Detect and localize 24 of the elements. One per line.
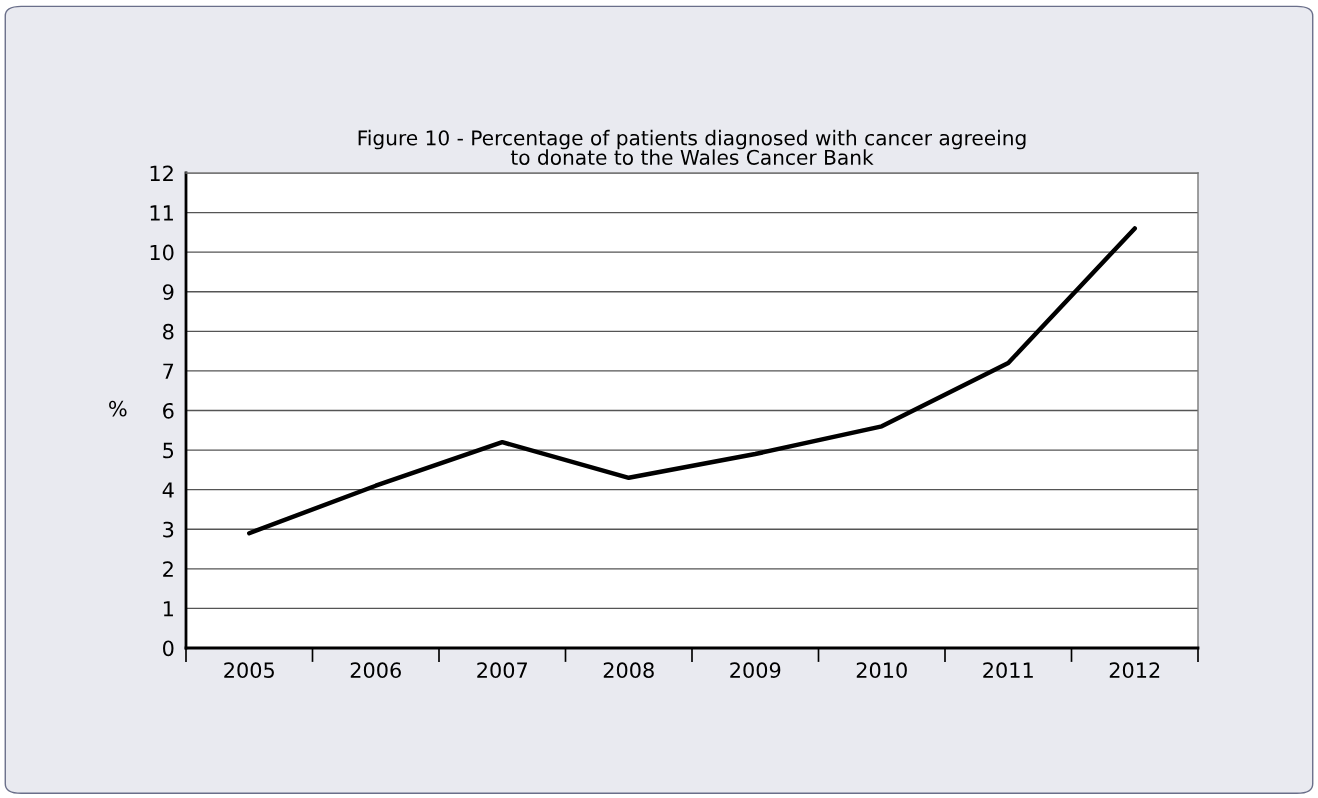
- y-tick-label: 10: [150, 244, 174, 261]
- y-tick-label: 3: [163, 521, 174, 538]
- y-tick-label: 4: [162, 482, 174, 498]
- x-tick-label: 2010: [856, 662, 907, 679]
- x-tick-label: 2009: [730, 662, 781, 679]
- chart-title: Figure 10 - Percentage of patients diagnosed with cancer agreeing to donate to the Wales Cancer Bank: [358, 129, 1026, 165]
- x-tick-label: 2007: [477, 662, 527, 679]
- y-tick-label: 12: [150, 165, 173, 181]
- y-tick-label: 7: [163, 363, 174, 379]
- x-tick-label: 2006: [350, 662, 401, 679]
- y-axis-title: %: [109, 400, 127, 417]
- x-tick-label: 2005: [224, 662, 274, 679]
- y-tick-label: 11: [150, 205, 173, 221]
- y-tick-label: 9: [162, 284, 174, 300]
- y-tick-label: 0: [163, 640, 174, 657]
- x-tick-label: 2008: [603, 662, 654, 679]
- x-tick-label: 2012: [1109, 662, 1160, 679]
- y-tick-label: 2: [163, 561, 173, 577]
- line-series: [247, 226, 1137, 536]
- y-tick-label: 6: [163, 402, 174, 419]
- y-tick-label: 8: [163, 323, 174, 340]
- y-tick-label: 1: [163, 601, 173, 617]
- x-tick-label: 2011: [983, 662, 1033, 679]
- y-tick-label: 5: [163, 442, 174, 459]
